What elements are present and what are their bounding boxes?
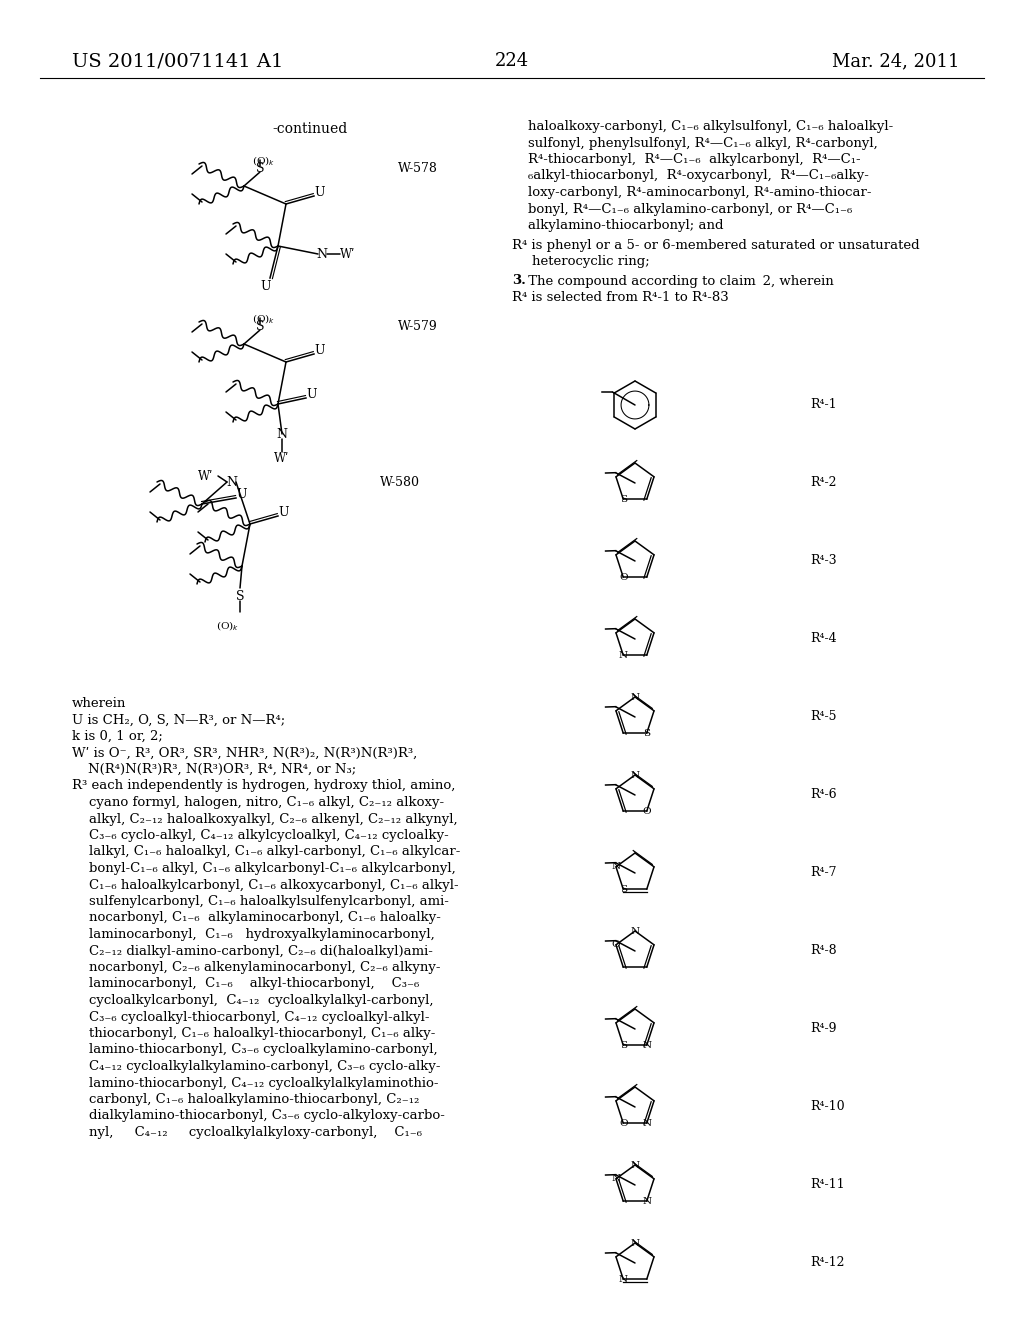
- Text: 3.: 3.: [512, 275, 526, 288]
- Text: cycloalkylcarbonyl,  C₄₋₁₂  cycloalkylalkyl-carbonyl,: cycloalkylcarbonyl, C₄₋₁₂ cycloalkylalky…: [72, 994, 433, 1007]
- Text: sulfonyl, phenylsulfonyl, R⁴—C₁₋₆ alkyl, R⁴-carbonyl,: sulfonyl, phenylsulfonyl, R⁴—C₁₋₆ alkyl,…: [528, 136, 878, 149]
- Text: N: N: [642, 1040, 651, 1049]
- Text: Mar. 24, 2011: Mar. 24, 2011: [833, 51, 961, 70]
- Text: R⁴-1: R⁴-1: [810, 399, 837, 412]
- Text: Wʹ: Wʹ: [199, 470, 214, 483]
- Text: lalkyl, C₁₋₆ haloalkyl, C₁₋₆ alkyl-carbonyl, C₁₋₆ alkylcar-: lalkyl, C₁₋₆ haloalkyl, C₁₋₆ alkyl-carbo…: [72, 846, 461, 858]
- Text: N: N: [316, 248, 328, 260]
- Text: nocarbonyl, C₂₋₆ alkenylaminocarbonyl, C₂₋₆ alkyny-: nocarbonyl, C₂₋₆ alkenylaminocarbonyl, C…: [72, 961, 440, 974]
- Text: sulfenylcarbonyl, C₁₋₆ haloalkylsulfenylcarbonyl, ami-: sulfenylcarbonyl, C₁₋₆ haloalkylsulfenyl…: [72, 895, 449, 908]
- Text: 224: 224: [495, 51, 529, 70]
- Text: O: O: [618, 573, 628, 582]
- Text: dialkylamino-thiocarbonyl, C₃₋₆ cyclo-alkyloxy-carbo-: dialkylamino-thiocarbonyl, C₃₋₆ cyclo-al…: [72, 1110, 444, 1122]
- Text: N: N: [631, 693, 640, 701]
- Text: U: U: [261, 280, 271, 293]
- Text: R⁴-5: R⁴-5: [810, 710, 837, 723]
- Text: N: N: [618, 1275, 628, 1283]
- Text: O: O: [611, 940, 621, 949]
- Text: (O)$_k$: (O)$_k$: [253, 154, 275, 168]
- Text: R⁴ is selected from R⁴-1 to R⁴-83: R⁴ is selected from R⁴-1 to R⁴-83: [512, 290, 729, 304]
- Text: R⁴-11: R⁴-11: [810, 1179, 845, 1192]
- Text: ₆alkyl-thiocarbonyl,  R⁴-oxycarbonyl,  R⁴—C₁₋₆alky-: ₆alkyl-thiocarbonyl, R⁴-oxycarbonyl, R⁴—…: [528, 169, 869, 182]
- Text: N: N: [611, 862, 621, 871]
- Text: laminocarbonyl,  C₁₋₆   hydroxyalkylaminocarbonyl,: laminocarbonyl, C₁₋₆ hydroxyalkylaminoca…: [72, 928, 435, 941]
- Text: C₂₋₁₂ dialkyl-amino-carbonyl, C₂₋₆ di(haloalkyl)ami-: C₂₋₁₂ dialkyl-amino-carbonyl, C₂₋₆ di(ha…: [72, 945, 433, 957]
- Text: C₃₋₆ cyclo-alkyl, C₄₋₁₂ alkylcycloalkyl, C₄₋₁₂ cycloalky-: C₃₋₆ cyclo-alkyl, C₄₋₁₂ alkylcycloalkyl,…: [72, 829, 449, 842]
- Text: alkylamino-thiocarbonyl; and: alkylamino-thiocarbonyl; and: [528, 219, 724, 232]
- Text: N: N: [642, 1197, 651, 1205]
- Text: S: S: [643, 729, 650, 738]
- Text: C₄₋₁₂ cycloalkylalkylamino-carbonyl, C₃₋₆ cyclo-alky-: C₄₋₁₂ cycloalkylalkylamino-carbonyl, C₃₋…: [72, 1060, 440, 1073]
- Text: N: N: [631, 1160, 640, 1170]
- Text: S: S: [236, 590, 245, 602]
- Text: (O)$_k$: (O)$_k$: [253, 312, 275, 326]
- Text: Wʹ: Wʹ: [274, 451, 290, 465]
- Text: nyl,     C₄₋₁₂     cycloalkylalkyloxy-carbonyl,    C₁₋₆: nyl, C₄₋₁₂ cycloalkylalkyloxy-carbonyl, …: [72, 1126, 422, 1139]
- Text: Wʹ: Wʹ: [340, 248, 355, 260]
- Text: U: U: [314, 343, 326, 356]
- Text: heterocyclic ring;: heterocyclic ring;: [532, 255, 650, 268]
- Text: U: U: [237, 487, 247, 500]
- Text: -continued: -continued: [272, 121, 347, 136]
- Text: N: N: [631, 927, 640, 936]
- Text: R⁴ is phenyl or a 5- or 6-membered saturated or unsaturated: R⁴ is phenyl or a 5- or 6-membered satur…: [512, 239, 920, 252]
- Text: (O)$_k$: (O)$_k$: [216, 619, 240, 632]
- Text: lamino-thiocarbonyl, C₃₋₆ cycloalkylamino-carbonyl,: lamino-thiocarbonyl, C₃₋₆ cycloalkylamin…: [72, 1044, 437, 1056]
- Text: bonyl, R⁴—C₁₋₆ alkylamino-carbonyl, or R⁴—C₁₋₆: bonyl, R⁴—C₁₋₆ alkylamino-carbonyl, or R…: [528, 202, 852, 215]
- Text: lamino-thiocarbonyl, C₄₋₁₂ cycloalkylalkylaminothio-: lamino-thiocarbonyl, C₄₋₁₂ cycloalkylalk…: [72, 1077, 438, 1089]
- Text: W-579: W-579: [398, 319, 437, 333]
- Text: R⁴-7: R⁴-7: [810, 866, 837, 879]
- Text: thiocarbonyl, C₁₋₆ haloalkyl-thiocarbonyl, C₁₋₆ alky-: thiocarbonyl, C₁₋₆ haloalkyl-thiocarbony…: [72, 1027, 435, 1040]
- Text: N: N: [618, 651, 628, 660]
- Text: R⁴-4: R⁴-4: [810, 632, 837, 645]
- Text: S: S: [256, 161, 264, 174]
- Text: U is CH₂, O, S, N—R³, or N—R⁴;: U is CH₂, O, S, N—R³, or N—R⁴;: [72, 714, 286, 726]
- Text: R³ each independently is hydrogen, hydroxy thiol, amino,: R³ each independently is hydrogen, hydro…: [72, 780, 456, 792]
- Text: laminocarbonyl,  C₁₋₆    alkyl-thiocarbonyl,    C₃₋₆: laminocarbonyl, C₁₋₆ alkyl-thiocarbonyl,…: [72, 978, 419, 990]
- Text: N: N: [631, 771, 640, 780]
- Text: O: O: [618, 1118, 628, 1127]
- Text: S: S: [620, 1040, 627, 1049]
- Text: bonyl-C₁₋₆ alkyl, C₁₋₆ alkylcarbonyl-C₁₋₆ alkylcarbonyl,: bonyl-C₁₋₆ alkyl, C₁₋₆ alkylcarbonyl-C₁₋…: [72, 862, 456, 875]
- Text: S: S: [620, 884, 627, 894]
- Text: S: S: [256, 319, 264, 333]
- Text: R⁴-9: R⁴-9: [810, 1023, 837, 1035]
- Text: N: N: [226, 475, 238, 488]
- Text: nocarbonyl, C₁₋₆  alkylaminocarbonyl, C₁₋₆ haloalky-: nocarbonyl, C₁₋₆ alkylaminocarbonyl, C₁₋…: [72, 912, 441, 924]
- Text: R⁴-6: R⁴-6: [810, 788, 837, 801]
- Text: haloalkoxy-carbonyl, C₁₋₆ alkylsulfonyl, C₁₋₆ haloalkyl-: haloalkoxy-carbonyl, C₁₋₆ alkylsulfonyl,…: [528, 120, 893, 133]
- Text: k is 0, 1 or, 2;: k is 0, 1 or, 2;: [72, 730, 163, 743]
- Text: U: U: [307, 388, 317, 400]
- Text: N(R⁴)N(R³)R³, N(R³)OR³, R⁴, NR⁴, or N₃;: N(R⁴)N(R³)R³, N(R³)OR³, R⁴, NR⁴, or N₃;: [88, 763, 356, 776]
- Text: S: S: [620, 495, 627, 504]
- Text: wherein: wherein: [72, 697, 126, 710]
- Text: US 2011/0071141 A1: US 2011/0071141 A1: [72, 51, 284, 70]
- Text: carbonyl, C₁₋₆ haloalkylamino-thiocarbonyl, C₂₋₁₂: carbonyl, C₁₋₆ haloalkylamino-thiocarbon…: [72, 1093, 420, 1106]
- Text: alkyl, C₂₋₁₂ haloalkoxyalkyl, C₂₋₆ alkenyl, C₂₋₁₂ alkynyl,: alkyl, C₂₋₁₂ haloalkoxyalkyl, C₂₋₆ alken…: [72, 813, 458, 825]
- Text: R⁴-10: R⁴-10: [810, 1101, 845, 1114]
- Text: U: U: [279, 506, 289, 519]
- Text: N: N: [631, 1238, 640, 1247]
- Text: N: N: [276, 428, 288, 441]
- Text: loxy-carbonyl, R⁴-aminocarbonyl, R⁴-amino-thiocar-: loxy-carbonyl, R⁴-aminocarbonyl, R⁴-amin…: [528, 186, 871, 199]
- Text: R⁴-12: R⁴-12: [810, 1257, 845, 1270]
- Text: W-578: W-578: [398, 162, 438, 176]
- Text: R⁴-2: R⁴-2: [810, 477, 837, 490]
- Text: C₁₋₆ haloalkylcarbonyl, C₁₋₆ alkoxycarbonyl, C₁₋₆ alkyl-: C₁₋₆ haloalkylcarbonyl, C₁₋₆ alkoxycarbo…: [72, 879, 459, 891]
- Text: R⁴-8: R⁴-8: [810, 945, 837, 957]
- Text: W-580: W-580: [380, 477, 420, 488]
- Text: C₃₋₆ cycloalkyl-thiocarbonyl, C₄₋₁₂ cycloalkyl-alkyl-: C₃₋₆ cycloalkyl-thiocarbonyl, C₄₋₁₂ cycl…: [72, 1011, 429, 1023]
- Text: N: N: [642, 1118, 651, 1127]
- Text: R⁴-thiocarbonyl,  R⁴—C₁₋₆  alkylcarbonyl,  R⁴—C₁-: R⁴-thiocarbonyl, R⁴—C₁₋₆ alkylcarbonyl, …: [528, 153, 860, 166]
- Text: N: N: [611, 1175, 621, 1183]
- Text: R⁴-3: R⁴-3: [810, 554, 837, 568]
- Text: cyano formyl, halogen, nitro, C₁₋₆ alkyl, C₂₋₁₂ alkoxy-: cyano formyl, halogen, nitro, C₁₋₆ alkyl…: [72, 796, 444, 809]
- Text: O: O: [642, 807, 651, 816]
- Text: The compound according to claim  2, wherein: The compound according to claim 2, where…: [524, 275, 834, 288]
- Text: Wʹ is O⁻, R³, OR³, SR³, NHR³, N(R³)₂, N(R³)N(R³)R³,: Wʹ is O⁻, R³, OR³, SR³, NHR³, N(R³)₂, N(…: [72, 747, 417, 759]
- Text: U: U: [314, 186, 326, 198]
